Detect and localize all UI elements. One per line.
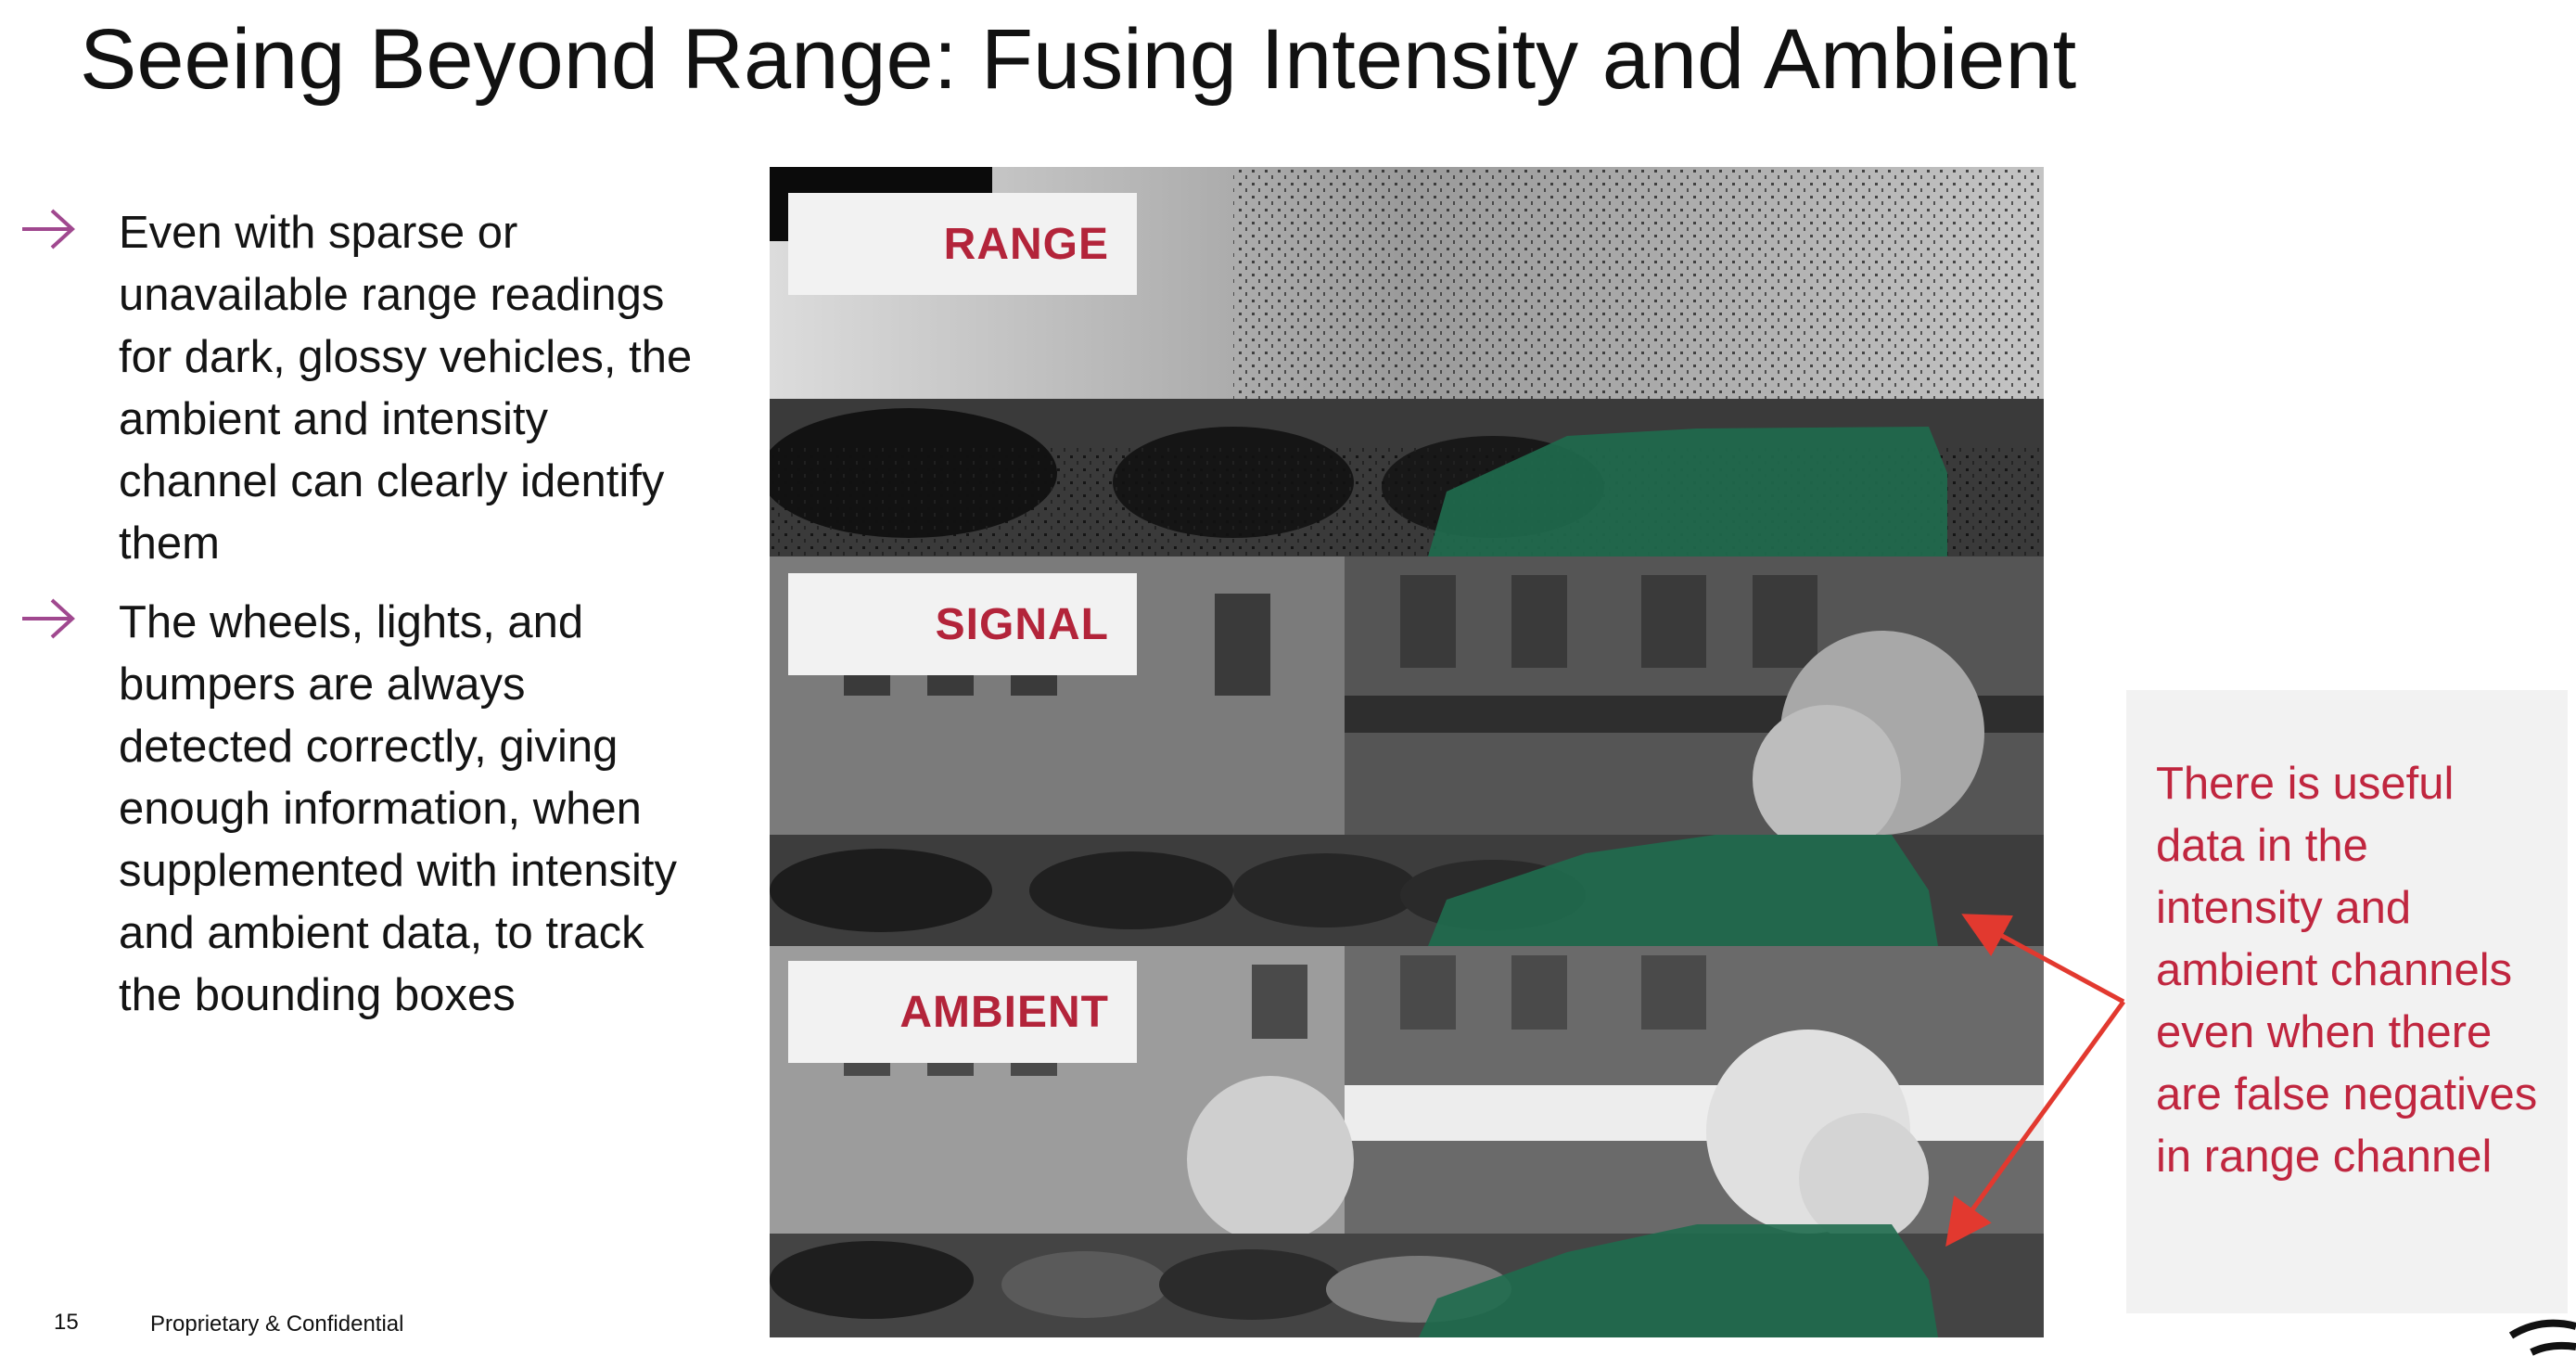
callout-text: There is useful data in the intensity an…: [2156, 759, 2538, 1182]
lidar-figure: RANGE SIGNAL: [770, 167, 2044, 1337]
confidential-label: Proprietary & Confidential: [150, 1311, 404, 1337]
bullet-item: The wheels, lights, and bumpers are alwa…: [19, 592, 705, 1027]
arrow-right-icon: [22, 209, 75, 249]
signal-image: [770, 556, 2044, 946]
callout-note: There is useful data in the intensity an…: [2126, 690, 2568, 1313]
panel-label-range: RANGE: [788, 193, 1137, 295]
bullet-item: Even with sparse or unavailable range re…: [19, 202, 705, 575]
ambient-panel: AMBIENT: [770, 946, 2044, 1337]
panel-label-ambient: AMBIENT: [788, 961, 1137, 1063]
corner-logo-icon: [2508, 1319, 2576, 1356]
arrow-right-icon: [22, 598, 75, 639]
range-panel: RANGE: [770, 167, 2044, 556]
signal-panel: SIGNAL: [770, 556, 2044, 946]
bullet-text: Even with sparse or unavailable range re…: [119, 208, 693, 569]
page-number: 15: [54, 1310, 79, 1335]
ambient-image: [770, 946, 2044, 1337]
bullet-list: Even with sparse or unavailable range re…: [19, 202, 705, 1043]
slide-title: Seeing Beyond Range: Fusing Intensity an…: [80, 12, 2077, 107]
bullet-text: The wheels, lights, and bumpers are alwa…: [119, 597, 677, 1020]
panel-label-signal: SIGNAL: [788, 573, 1137, 675]
